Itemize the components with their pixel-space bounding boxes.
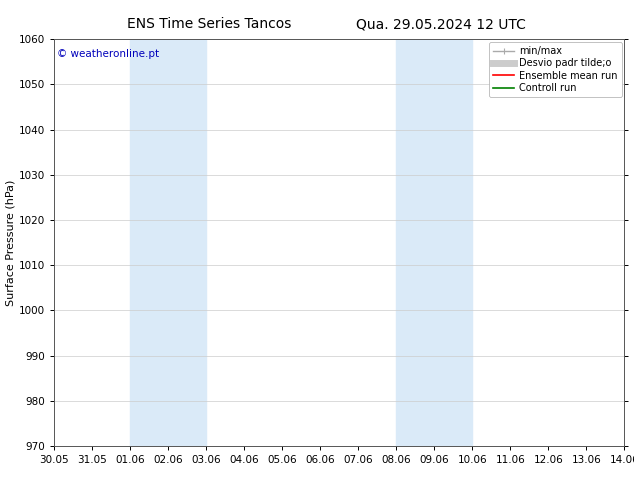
Text: Qua. 29.05.2024 12 UTC: Qua. 29.05.2024 12 UTC	[356, 17, 526, 31]
Y-axis label: Surface Pressure (hPa): Surface Pressure (hPa)	[6, 179, 16, 306]
Text: © weatheronline.pt: © weatheronline.pt	[57, 49, 159, 59]
Legend: min/max, Desvio padr tilde;o, Ensemble mean run, Controll run: min/max, Desvio padr tilde;o, Ensemble m…	[489, 42, 621, 97]
Bar	[396, 39, 472, 446]
Text: ENS Time Series Tancos: ENS Time Series Tancos	[127, 17, 292, 31]
Bar	[130, 39, 206, 446]
